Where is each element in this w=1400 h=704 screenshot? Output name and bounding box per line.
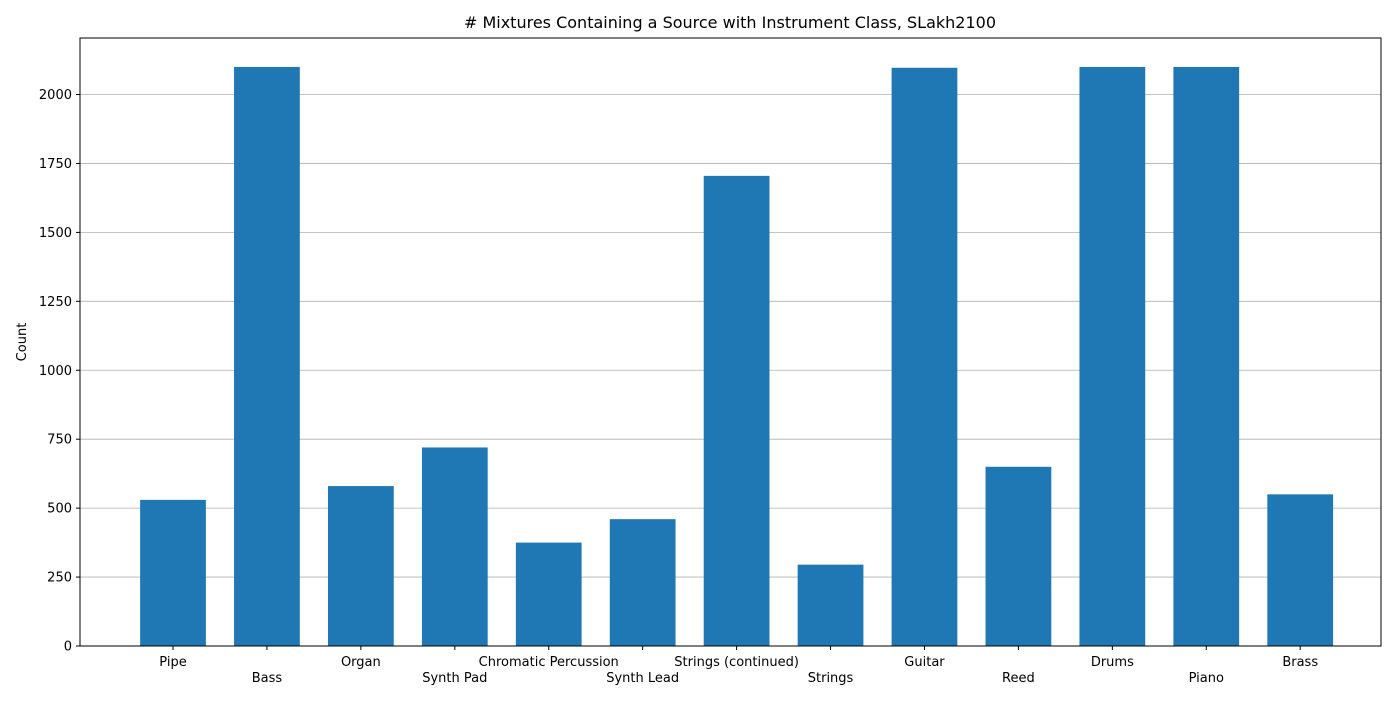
y-tick-label: 1750 [39,157,72,172]
x-tick-label: Drums [1091,655,1134,670]
y-tick-label: 1500 [39,226,72,241]
y-axis: 0 250 500 750 1000 1250 1500 1750 2000 [39,88,80,655]
x-tick-label: Brass [1282,655,1318,670]
chart-title: # Mixtures Containing a Source with Inst… [464,13,996,32]
x-tick-label: Synth Lead [606,671,679,686]
y-tick-label: 1250 [39,295,72,310]
bar [1079,66,1146,646]
x-tick-label: Guitar [904,655,945,670]
bar [797,564,864,646]
x-tick-label: Pipe [159,655,186,670]
x-tick-label: Organ [341,655,381,670]
y-tick-label: 500 [47,502,72,517]
x-tick-label: Piano [1189,671,1224,686]
bar [234,66,300,646]
y-tick-label: 1000 [39,364,72,379]
bar [515,542,582,646]
bar [140,499,206,646]
bars [140,66,1334,647]
x-tick-label: Bass [252,671,283,686]
bar [1173,66,1240,646]
x-tick-label: Chromatic Percussion [479,655,619,670]
bar [703,175,770,647]
bar [327,486,394,646]
bar [985,466,1052,646]
x-tick-label: Synth Pad [422,671,487,686]
x-tick-label: Reed [1002,671,1035,686]
y-axis-label: Count [15,323,30,362]
y-tick-label: 750 [47,433,72,448]
y-tick-label: 2000 [39,88,72,103]
bar [609,519,676,646]
y-tick-label: 250 [47,571,72,586]
bar [421,447,488,646]
bar [891,67,958,646]
plot-frame [79,37,1382,647]
y-tick-label: 0 [64,640,72,655]
bar [1267,494,1334,646]
x-tick-label: Strings (continued) [674,655,799,670]
x-tick-label: Strings [808,671,854,686]
